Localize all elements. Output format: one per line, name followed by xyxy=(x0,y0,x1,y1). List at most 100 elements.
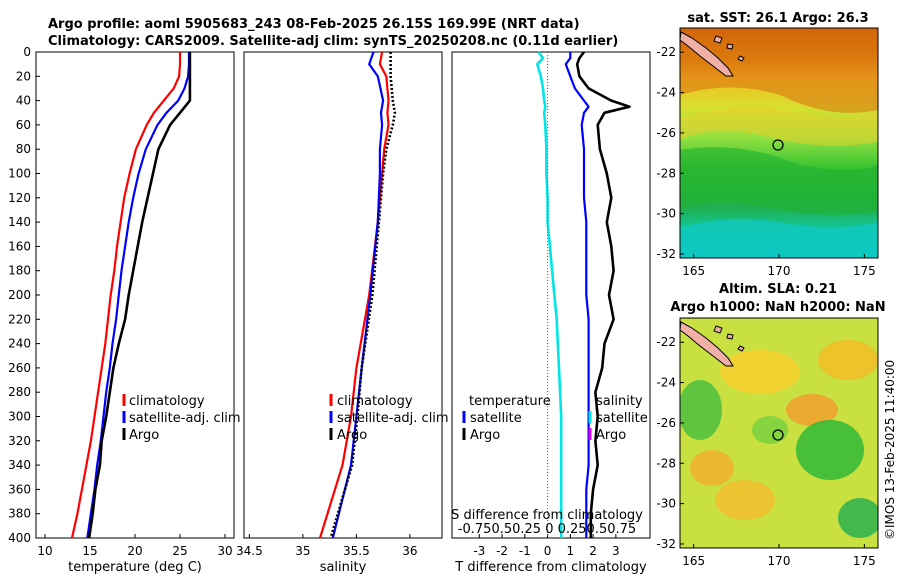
legend-label-argo: Argo xyxy=(337,428,367,443)
climatology-salinity-line xyxy=(318,51,390,539)
x-tick-label: 30 xyxy=(217,544,232,558)
temperature-axis-label: temperature (deg C) xyxy=(68,560,202,575)
x-tick-label: 36 xyxy=(402,544,417,558)
climatology-temperature-line xyxy=(70,52,182,539)
lat-tick-label: -28 xyxy=(656,166,676,180)
legend-label-s-satellite: satellite xyxy=(596,411,648,426)
x-tick-label: 15 xyxy=(82,544,97,558)
lat-tick-label: -22 xyxy=(656,335,676,349)
argo-salinity-line xyxy=(329,52,397,539)
satellite-s-difference-line xyxy=(535,51,563,538)
lat-tick-label: -26 xyxy=(656,126,676,140)
depth-tick-label: 280 xyxy=(8,385,31,399)
legend-label-s-argo: Argo xyxy=(596,428,626,443)
lat-tick-label: -28 xyxy=(656,456,676,470)
depth-tick-label: 20 xyxy=(16,69,31,83)
depth-tick-label: 140 xyxy=(8,215,31,229)
x-tick-label: 2 xyxy=(589,544,597,558)
lat-tick-label: -22 xyxy=(656,45,676,59)
lon-tick-label: 175 xyxy=(853,264,876,278)
x-tick-label: 35.5 xyxy=(343,544,370,558)
legend-label-satellite: satellite-adj. clim xyxy=(337,411,449,426)
depth-tick-label: 180 xyxy=(8,264,31,278)
sst-argo-position-marker xyxy=(772,139,784,151)
imos-credit: ©IMOS 13-Feb-2025 11:40:00 xyxy=(883,360,897,540)
lat-tick-label: -30 xyxy=(656,497,676,511)
sla-low-anomaly xyxy=(796,420,864,480)
legend-label-t-satellite: satellite xyxy=(470,411,522,426)
lat-tick-label: -24 xyxy=(656,376,676,390)
sla-low-anomaly xyxy=(680,380,722,440)
depth-tick-label: 200 xyxy=(8,288,31,302)
x-tick-label: 34.5 xyxy=(236,544,263,558)
x-tick-label: 25 xyxy=(172,544,187,558)
legend-heading-temperature: temperature xyxy=(469,394,551,409)
sst-map xyxy=(680,28,878,258)
depth-tick-label: 100 xyxy=(8,167,31,181)
sst-map-title: sat. SST: 26.1 Argo: 26.3 xyxy=(687,11,868,26)
depth-tick-label: 80 xyxy=(16,142,31,156)
sst-yellow-band xyxy=(680,107,878,146)
lat-tick-label: -24 xyxy=(656,86,676,100)
legend-heading-salinity: salinity xyxy=(596,394,643,409)
lon-tick-label: 170 xyxy=(768,264,791,278)
depth-tick-label: 40 xyxy=(16,94,31,108)
s-difference-axis-label: S difference from climatology xyxy=(451,508,643,523)
legend-label-t-argo: Argo xyxy=(470,428,500,443)
loyalty-islands xyxy=(713,35,745,62)
temperature-legend: climatology satellite-adj. clim Argo xyxy=(122,394,241,443)
sla-low-anomaly xyxy=(752,416,788,444)
x-tick-label: -1 xyxy=(519,544,531,558)
depth-tick-label: 60 xyxy=(16,118,31,132)
depth-tick-label: 380 xyxy=(8,507,31,521)
new-caledonia-landmass xyxy=(680,31,734,77)
sst-green-patch xyxy=(680,147,878,215)
sla-argo-position-marker xyxy=(772,429,784,441)
x-tick-label: 1 xyxy=(567,544,575,558)
depth-tick-label: 260 xyxy=(8,361,31,375)
loyalty-islands xyxy=(713,325,745,352)
x-tick-label: 0 xyxy=(544,544,552,558)
depth-tick-label: 300 xyxy=(8,410,31,424)
difference-legend: temperature satellite Argo salinity sate… xyxy=(462,394,648,443)
legend-label-satellite: satellite-adj. clim xyxy=(129,411,241,426)
depth-tick-label: 340 xyxy=(8,458,31,472)
x-tick-label: 20 xyxy=(127,544,142,558)
sst-cyan-patch xyxy=(680,218,878,258)
new-caledonia-landmass xyxy=(680,321,734,367)
figure-title-line1: Argo profile: aoml 5905683_243 08-Feb-20… xyxy=(48,17,580,32)
sla-high-anomaly xyxy=(720,350,800,394)
satellite-salinity-line xyxy=(331,51,385,539)
lon-tick-label: 165 xyxy=(682,264,705,278)
t-difference-axis-label: T difference from climatology xyxy=(454,560,647,575)
x-tick-label: -3 xyxy=(473,544,485,558)
sst-warm-patch xyxy=(680,28,878,113)
sla-high-anomaly xyxy=(690,450,734,486)
temperature-panel-frame xyxy=(35,51,235,539)
lat-tick-label: -26 xyxy=(656,416,676,430)
lat-tick-label: -32 xyxy=(656,247,676,261)
lon-tick-label: 170 xyxy=(768,554,791,568)
legend-label-argo: Argo xyxy=(129,428,159,443)
depth-tick-label: 160 xyxy=(8,239,31,253)
x-tick-label: 3 xyxy=(612,544,620,558)
sla-high-anomaly xyxy=(786,394,838,426)
legend-label-climatology: climatology xyxy=(129,394,205,409)
x-tick-label: -2 xyxy=(496,544,508,558)
salinity-axis-label: salinity xyxy=(320,560,367,575)
sla-map xyxy=(680,318,878,548)
depth-tick-label: 220 xyxy=(8,312,31,326)
x-tick-label: 10 xyxy=(37,544,52,558)
difference-panel-frame xyxy=(451,51,651,539)
x-tick-label: 35 xyxy=(295,544,310,558)
salinity-legend: climatology satellite-adj. clim Argo xyxy=(329,394,449,443)
depth-tick-label: 120 xyxy=(8,191,31,205)
sla-high-anomaly xyxy=(818,340,878,380)
sla-map-subtitle: Argo h1000: NaN h2000: NaN xyxy=(670,300,885,315)
lat-tick-label: -32 xyxy=(656,537,676,551)
sla-map-title: Altim. SLA: 0.21 xyxy=(719,282,837,297)
depth-tick-label: 240 xyxy=(8,337,31,351)
depth-tick-label: 320 xyxy=(8,434,31,448)
figure-title-line2: Climatology: CARS2009. Satellite-adj cli… xyxy=(48,34,618,49)
